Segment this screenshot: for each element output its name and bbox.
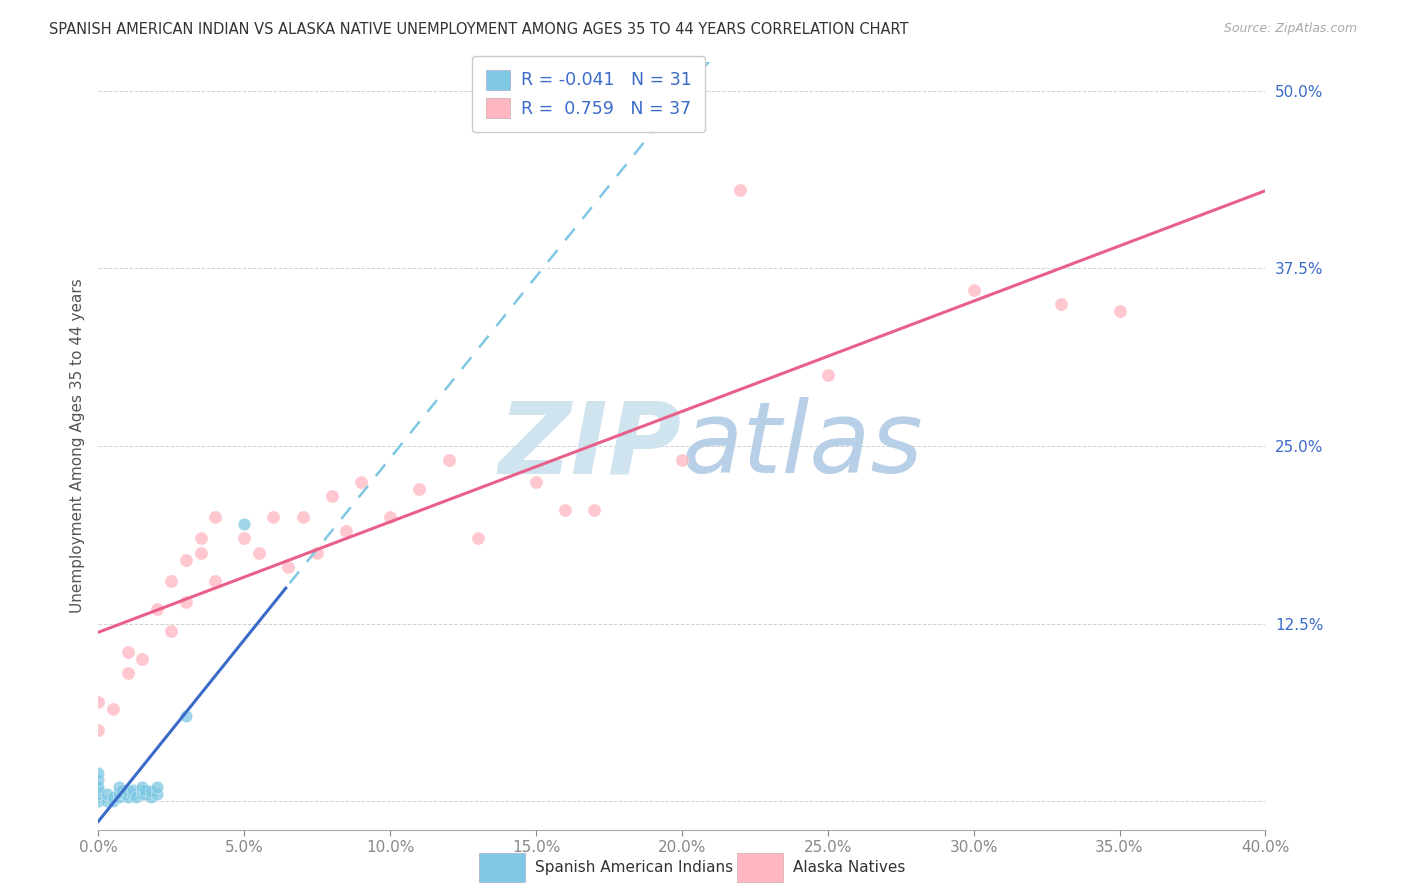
Point bbox=[174, 709, 197, 723]
Point bbox=[87, 772, 110, 787]
Point bbox=[117, 784, 139, 798]
Legend: R = -0.041   N = 31, R =  0.759   N = 37: R = -0.041 N = 31, R = 0.759 N = 37 bbox=[472, 56, 706, 132]
Point bbox=[87, 780, 110, 794]
Point bbox=[146, 780, 169, 794]
Point bbox=[87, 695, 110, 709]
Point bbox=[408, 482, 430, 496]
Point bbox=[146, 602, 169, 616]
Text: atlas: atlas bbox=[682, 398, 924, 494]
Point bbox=[160, 574, 183, 588]
Point bbox=[437, 453, 460, 467]
Point bbox=[962, 283, 984, 297]
Point bbox=[134, 782, 156, 797]
Point bbox=[524, 475, 547, 489]
Point bbox=[101, 794, 124, 808]
Point bbox=[1050, 297, 1073, 311]
Point bbox=[190, 532, 212, 546]
Point bbox=[122, 782, 145, 797]
Point bbox=[87, 782, 110, 797]
Point bbox=[335, 524, 357, 539]
Point bbox=[108, 780, 131, 794]
Point bbox=[277, 559, 299, 574]
Point bbox=[96, 794, 118, 808]
Point bbox=[671, 453, 693, 467]
Point bbox=[307, 545, 329, 559]
Point bbox=[174, 595, 197, 609]
Text: Source: ZipAtlas.com: Source: ZipAtlas.com bbox=[1223, 22, 1357, 36]
Point bbox=[262, 510, 284, 524]
Point bbox=[190, 545, 212, 559]
Point bbox=[108, 786, 131, 800]
Point bbox=[233, 517, 256, 532]
Text: Spanish American Indians: Spanish American Indians bbox=[534, 860, 733, 875]
Point bbox=[96, 787, 118, 801]
Point bbox=[87, 723, 110, 738]
Point bbox=[87, 794, 110, 808]
Point bbox=[146, 787, 169, 801]
Point bbox=[817, 368, 839, 382]
Point bbox=[117, 645, 139, 659]
Text: SPANISH AMERICAN INDIAN VS ALASKA NATIVE UNEMPLOYMENT AMONG AGES 35 TO 44 YEARS : SPANISH AMERICAN INDIAN VS ALASKA NATIVE… bbox=[49, 22, 908, 37]
Point bbox=[117, 789, 139, 804]
Point bbox=[247, 545, 270, 559]
Point bbox=[380, 510, 402, 524]
Point bbox=[114, 787, 136, 801]
Point bbox=[321, 489, 343, 503]
Text: Alaska Natives: Alaska Natives bbox=[793, 860, 905, 875]
Point bbox=[554, 503, 576, 517]
Point bbox=[174, 552, 197, 566]
Point bbox=[139, 789, 162, 804]
Point bbox=[101, 789, 124, 804]
Point bbox=[117, 666, 139, 681]
Point bbox=[87, 787, 110, 801]
Point bbox=[122, 787, 145, 801]
Point bbox=[204, 574, 226, 588]
Point bbox=[87, 765, 110, 780]
Point bbox=[111, 782, 134, 797]
Point bbox=[131, 782, 153, 797]
Point bbox=[139, 784, 162, 798]
FancyBboxPatch shape bbox=[479, 854, 524, 881]
Point bbox=[134, 787, 156, 801]
Point bbox=[467, 532, 489, 546]
Point bbox=[1108, 304, 1130, 318]
FancyBboxPatch shape bbox=[737, 854, 783, 881]
Point bbox=[160, 624, 183, 638]
Point bbox=[233, 532, 256, 546]
Point bbox=[730, 183, 752, 197]
Text: ZIP: ZIP bbox=[499, 398, 682, 494]
Point bbox=[131, 780, 153, 794]
Point bbox=[101, 702, 124, 716]
Point bbox=[125, 789, 148, 804]
Point bbox=[131, 787, 153, 801]
Point bbox=[204, 510, 226, 524]
Point bbox=[291, 510, 314, 524]
Point bbox=[583, 503, 606, 517]
Point bbox=[131, 652, 153, 666]
Y-axis label: Unemployment Among Ages 35 to 44 years: Unemployment Among Ages 35 to 44 years bbox=[69, 278, 84, 614]
Point bbox=[350, 475, 373, 489]
Point bbox=[108, 789, 131, 804]
